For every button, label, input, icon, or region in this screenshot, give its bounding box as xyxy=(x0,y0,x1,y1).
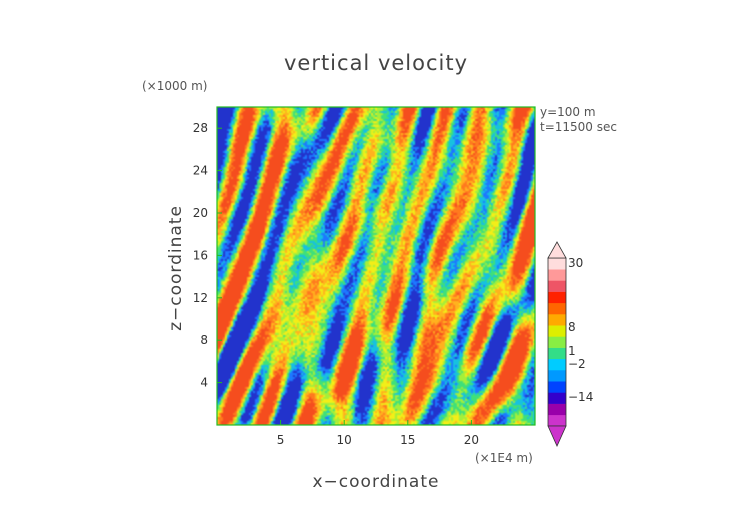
colorbar-label: 30 xyxy=(568,256,583,270)
colorbar-segment xyxy=(548,314,566,326)
colorbar-segment xyxy=(548,392,566,404)
colorbar-segment xyxy=(548,302,566,315)
x-axis-title: x−coordinate xyxy=(313,472,440,492)
colorbar-label: 1 xyxy=(568,344,576,358)
y-tick-label: 28 xyxy=(193,121,208,135)
annotation-y-position: y=100 m xyxy=(540,105,596,119)
colorbar-segment xyxy=(548,403,566,416)
y-axis-title: z−coordinate xyxy=(166,205,186,331)
chart-title: vertical velocity xyxy=(284,51,468,75)
heatmap-cells xyxy=(217,107,535,425)
x-unit-label: (×1E4 m) xyxy=(475,451,533,465)
x-tick-label: 5 xyxy=(277,433,285,447)
colorbar-label: −2 xyxy=(568,357,586,371)
plot-area xyxy=(216,106,536,426)
x-tick-label: 10 xyxy=(337,433,352,447)
colorbar-labels: 30 8 1−2 −14 xyxy=(568,256,593,404)
y-tick-label: 8 xyxy=(200,333,208,347)
x-tick-label: 20 xyxy=(464,433,479,447)
colorbar-segment xyxy=(548,325,566,337)
colorbar-segment xyxy=(548,370,566,382)
colorbar-segment xyxy=(548,269,566,281)
colorbar-label: −14 xyxy=(568,390,593,404)
colorbar-segment xyxy=(548,358,566,371)
y-tick-label: 20 xyxy=(193,206,208,220)
colorbar-segment xyxy=(548,347,566,360)
y-tick-label: 24 xyxy=(193,164,208,178)
colorbar-segment xyxy=(548,381,566,393)
annotation-time: t=11500 sec xyxy=(540,120,617,134)
heatmap-field xyxy=(217,107,535,425)
colorbar-segment xyxy=(548,291,566,304)
colorbar-top-arrow xyxy=(547,241,567,259)
colorbar-label: 8 xyxy=(568,320,576,334)
colorbar-segment xyxy=(548,414,566,427)
colorbar-segment xyxy=(548,258,566,270)
plot-frame xyxy=(216,106,536,426)
colorbar-segments xyxy=(547,257,567,427)
colorbar-segment xyxy=(548,280,566,292)
colorbar-bottom-arrow xyxy=(547,425,567,447)
y-tick-label: 4 xyxy=(200,376,208,390)
y-unit-label: (×1000 m) xyxy=(142,79,207,93)
colorbar: 30 8 1−2 −14 xyxy=(547,241,593,447)
x-tick-label: 15 xyxy=(400,433,415,447)
colorbar-segment xyxy=(548,336,566,348)
y-tick-label: 16 xyxy=(193,248,208,262)
y-tick-label: 12 xyxy=(193,291,208,305)
x-axis-ticks: 5 10 15 20 xyxy=(277,420,479,447)
y-axis-ticks: 4 8 12 16 20 24 28 xyxy=(193,121,222,390)
